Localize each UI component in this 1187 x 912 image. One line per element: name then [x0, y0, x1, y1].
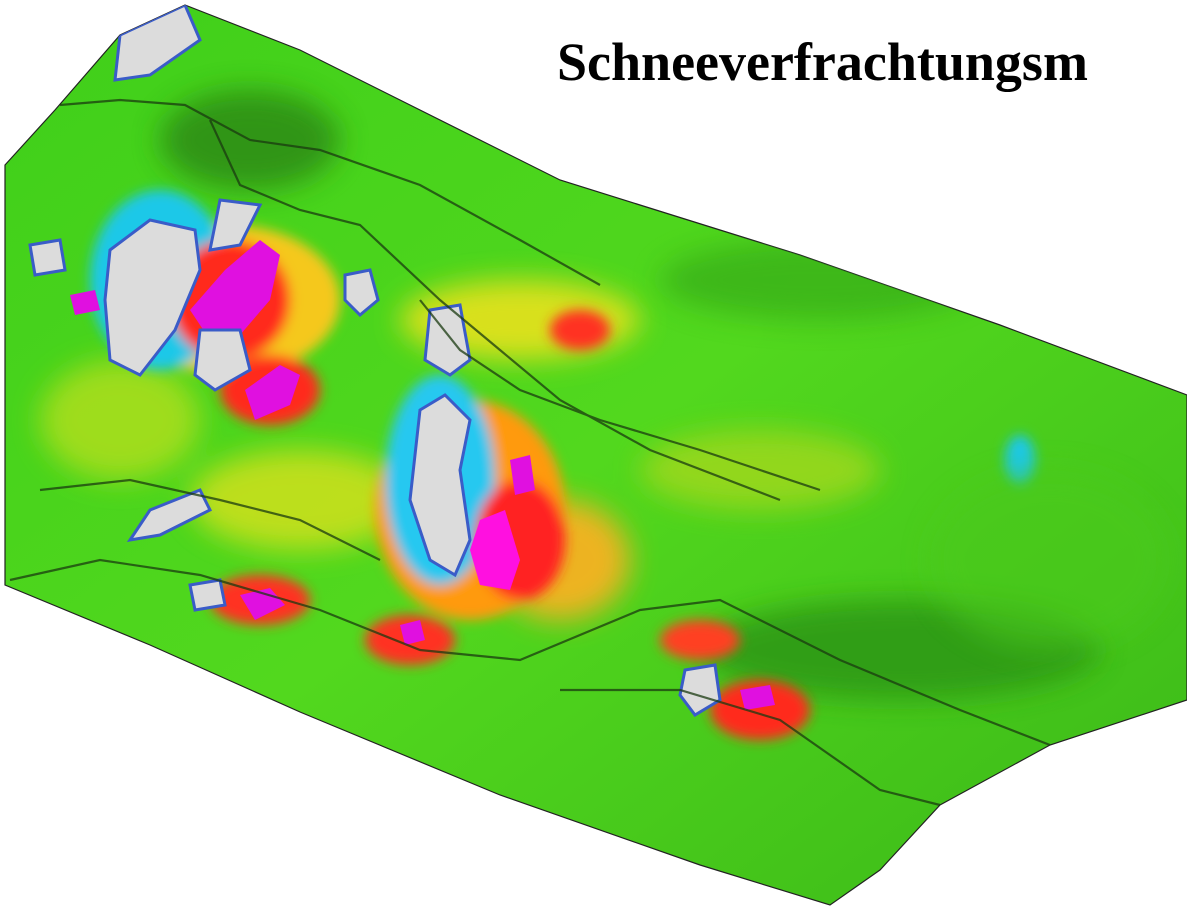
bare-ridges — [28, 5, 722, 717]
ridge-lines — [9, 98, 1051, 807]
snow-deposits — [70, 240, 775, 710]
title: Schneeverfrachtungsm — [557, 32, 1088, 92]
terrain — [4, 4, 1187, 906]
